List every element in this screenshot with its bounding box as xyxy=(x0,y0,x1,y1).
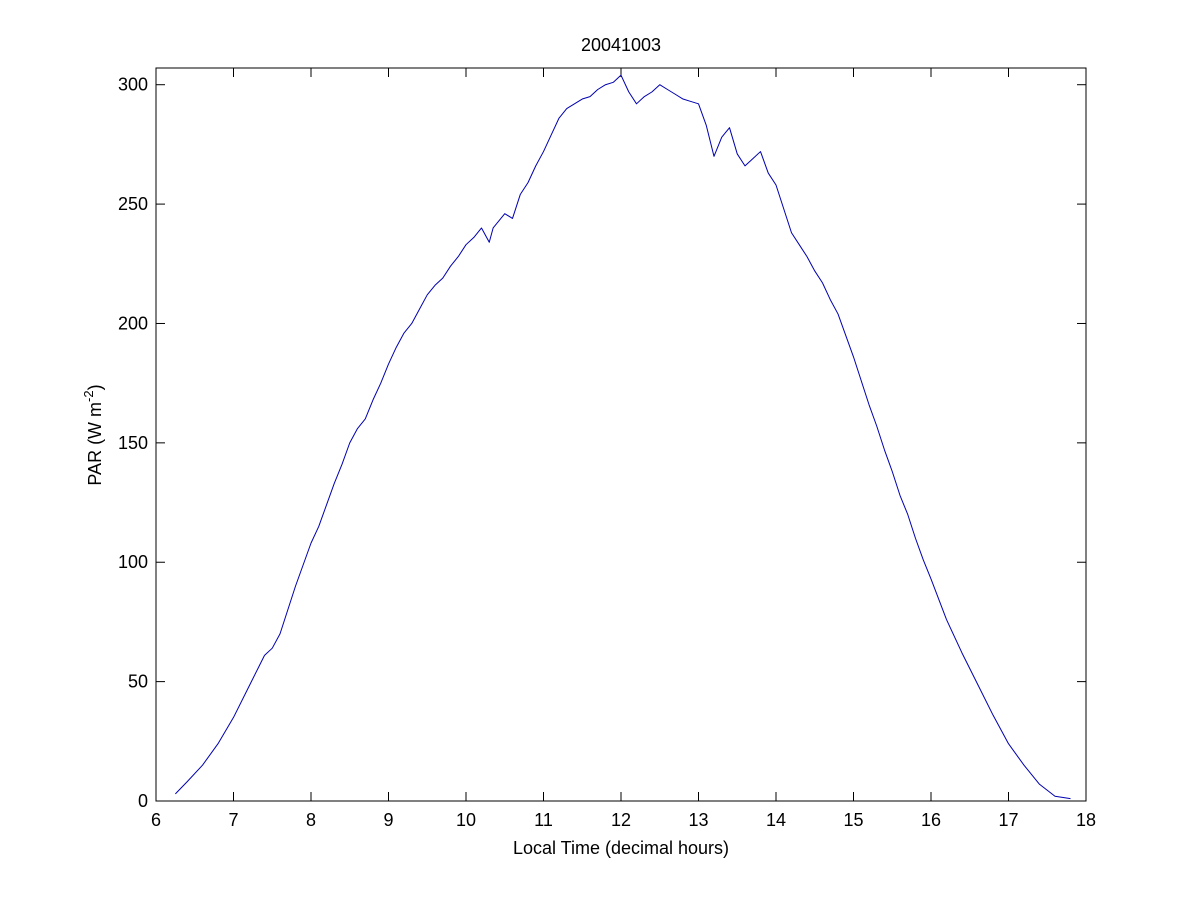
x-tick-label: 13 xyxy=(688,810,708,830)
y-axis-label-prefix: PAR (W m xyxy=(85,402,105,486)
x-tick-label: 10 xyxy=(456,810,476,830)
y-tick-label: 150 xyxy=(118,433,148,453)
x-tick-label: 11 xyxy=(534,810,553,830)
x-tick-label: 12 xyxy=(611,810,631,830)
x-axis-label: Local Time (decimal hours) xyxy=(513,838,729,858)
y-tick-labels: 0 50 100 150 200 250 300 xyxy=(118,75,148,811)
x-tick-label: 15 xyxy=(843,810,863,830)
chart-title: 20041003 xyxy=(581,35,661,55)
x-tick-label: 16 xyxy=(921,810,941,830)
y-tick-label: 250 xyxy=(118,194,148,214)
plot-area-background xyxy=(156,68,1086,801)
x-tick-labels: 6 7 8 9 10 11 12 13 14 15 16 17 18 xyxy=(151,810,1096,830)
y-tick-label: 0 xyxy=(138,791,148,811)
x-tick-label: 14 xyxy=(766,810,786,830)
y-tick-label: 50 xyxy=(128,672,148,692)
y-tick-label: 100 xyxy=(118,552,148,572)
plot-area-frame xyxy=(155,67,1087,802)
x-tick-label: 7 xyxy=(228,810,238,830)
x-tick-label: 6 xyxy=(151,810,161,830)
y-axis-label: PAR (W m-2) xyxy=(81,384,105,485)
y-axis-label-exponent: -2 xyxy=(81,390,96,402)
x-tick-label: 17 xyxy=(998,810,1018,830)
y-tick-label: 300 xyxy=(118,75,148,95)
x-tick-label: 8 xyxy=(306,810,316,830)
par-series-line xyxy=(175,74,1071,800)
x-tick-label: 18 xyxy=(1076,810,1096,830)
y-axis-label-suffix: ) xyxy=(85,384,105,390)
x-tick-label: 9 xyxy=(383,810,393,830)
y-tick-label: 200 xyxy=(118,313,148,333)
